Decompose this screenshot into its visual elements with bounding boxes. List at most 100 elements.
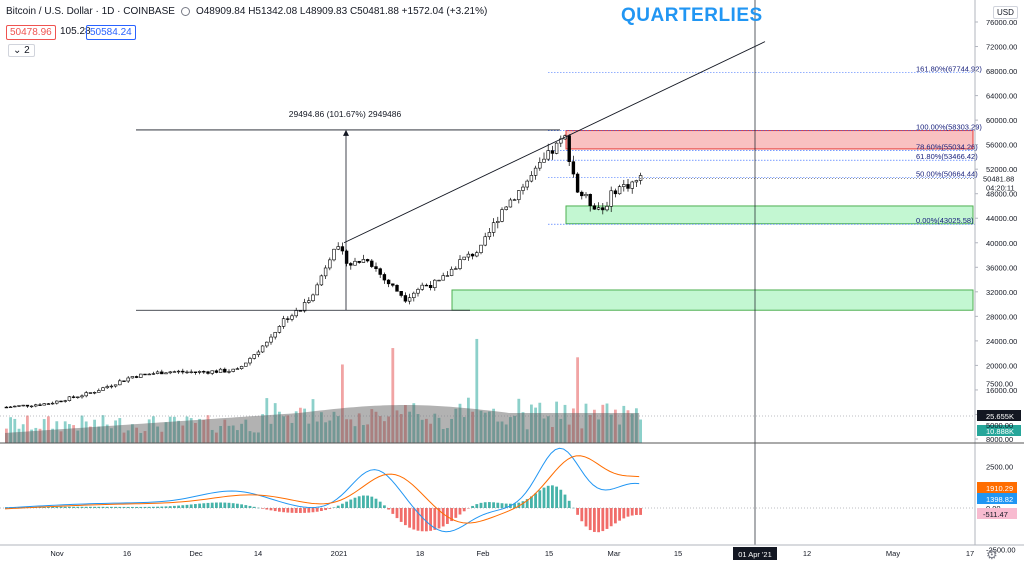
zones bbox=[451, 130, 974, 311]
volume-bar bbox=[51, 428, 54, 443]
macd-histogram-bar bbox=[105, 506, 109, 508]
macd-histogram-bar bbox=[198, 503, 201, 508]
candle-body bbox=[42, 403, 46, 406]
candle-body bbox=[176, 370, 181, 373]
candle-body bbox=[609, 190, 613, 207]
symbol-title[interactable]: Bitcoin / U.S. Dollar · 1D · COINBASE bbox=[6, 6, 175, 17]
volume-bar bbox=[345, 419, 348, 443]
candle-body bbox=[172, 371, 177, 373]
currency-button[interactable]: USD bbox=[993, 6, 1018, 19]
volume-bar bbox=[349, 419, 353, 443]
volume-bar bbox=[152, 416, 155, 443]
macd-histogram-bar bbox=[189, 504, 193, 508]
volume-bar bbox=[521, 412, 525, 443]
macd-histogram-bar bbox=[496, 502, 500, 508]
candle-body bbox=[13, 405, 17, 408]
gear-icon[interactable]: ⚙ bbox=[986, 547, 998, 562]
price-tick-label: 24000.00 bbox=[986, 337, 1017, 346]
candle-body bbox=[622, 184, 626, 187]
countdown-label: 04:20:11 bbox=[986, 183, 1015, 192]
candle-body bbox=[525, 180, 529, 188]
volume-bar bbox=[215, 432, 218, 443]
legend-toggle-button[interactable]: ⌄ 2 bbox=[8, 44, 35, 57]
macd-histogram-bar bbox=[332, 507, 336, 508]
macd-histogram-bar bbox=[416, 508, 420, 531]
macd-histogram-bar bbox=[240, 504, 243, 508]
volume-bar bbox=[177, 420, 180, 443]
macd-histogram-bar bbox=[635, 508, 638, 515]
candle-body bbox=[160, 371, 164, 375]
candle-body bbox=[181, 370, 185, 373]
volume-bar bbox=[303, 408, 306, 443]
candle-body bbox=[122, 380, 126, 382]
macd-histogram-bar bbox=[374, 498, 378, 508]
macd-histogram-bar bbox=[328, 508, 332, 509]
candle-body bbox=[458, 259, 462, 269]
macd-tick-label: -2500.00 bbox=[986, 546, 1016, 555]
volume-bar bbox=[59, 431, 63, 443]
volume-bar bbox=[509, 417, 512, 443]
candle-body bbox=[483, 236, 487, 246]
volume-bar bbox=[467, 397, 470, 443]
volume-bar bbox=[525, 429, 529, 443]
volume-bar bbox=[635, 408, 638, 443]
volume-bar bbox=[370, 409, 374, 443]
volume-bar bbox=[488, 411, 491, 443]
candle-body bbox=[428, 284, 433, 288]
candle-body bbox=[500, 209, 504, 222]
volume-current-label: 10.888K bbox=[986, 427, 1014, 436]
macd-histogram-bar bbox=[47, 506, 50, 508]
macd-histogram-bar bbox=[273, 508, 277, 512]
candle-body bbox=[38, 404, 42, 406]
macd-histogram-bar bbox=[567, 500, 571, 508]
volume-bar bbox=[80, 415, 84, 443]
candle-body bbox=[328, 259, 332, 269]
volume-bar bbox=[555, 401, 558, 443]
candle-body bbox=[55, 400, 59, 404]
volume-bar bbox=[160, 431, 164, 443]
price-tick-label: 28000.00 bbox=[986, 312, 1017, 321]
macd-histogram-bar bbox=[231, 503, 235, 508]
volume-bar bbox=[9, 417, 12, 443]
fib-retracement: 161.80%(67744.92) 100.00%(58303.29) 78.60%… bbox=[548, 65, 982, 225]
macd-histogram-bar bbox=[408, 508, 411, 528]
candle-body bbox=[260, 345, 265, 353]
volume-bar bbox=[601, 404, 605, 443]
price-tick-label: 44000.00 bbox=[986, 214, 1017, 223]
price-tick-label: 72000.00 bbox=[986, 43, 1017, 52]
macd-value-box bbox=[977, 493, 1017, 504]
candle-body bbox=[462, 256, 466, 260]
macd-histogram-bar bbox=[450, 508, 453, 522]
measure-label: 29494.86 (101.67%) 2949486 bbox=[289, 109, 402, 119]
macd-histogram-bar bbox=[605, 508, 609, 529]
volume-bar bbox=[84, 421, 88, 443]
volume-bar bbox=[441, 429, 445, 443]
time-tick-label: Feb bbox=[477, 549, 490, 558]
candle-body bbox=[214, 370, 219, 373]
macd-histogram-bar bbox=[294, 508, 298, 513]
macd-histogram-bar bbox=[135, 506, 138, 508]
candle-body bbox=[441, 275, 445, 281]
candle-body bbox=[521, 186, 525, 191]
candle-body bbox=[391, 283, 395, 286]
macd-histogram-bar bbox=[341, 503, 344, 508]
signal-line bbox=[4, 455, 640, 524]
time-tick-label: Nov bbox=[50, 549, 64, 558]
price-tick-label: 48000.00 bbox=[986, 190, 1017, 199]
macd-histogram-bar bbox=[42, 506, 46, 508]
buy-price-button[interactable]: 50584.24 bbox=[86, 25, 136, 40]
volume-bar bbox=[479, 410, 483, 443]
time-tick-label: 15 bbox=[674, 549, 682, 558]
candle-body bbox=[281, 318, 286, 327]
candle-body bbox=[92, 392, 97, 394]
volume-bar bbox=[458, 403, 462, 443]
sell-price-button[interactable]: 50478.96 bbox=[6, 25, 56, 40]
volume-bar bbox=[252, 432, 256, 443]
volume-bar bbox=[206, 415, 210, 443]
macd-histogram-bar bbox=[462, 508, 466, 512]
candle-body bbox=[584, 194, 588, 197]
macd-histogram-bar bbox=[223, 502, 227, 508]
candle-body bbox=[349, 263, 353, 266]
macd-histogram-bar bbox=[601, 508, 605, 532]
